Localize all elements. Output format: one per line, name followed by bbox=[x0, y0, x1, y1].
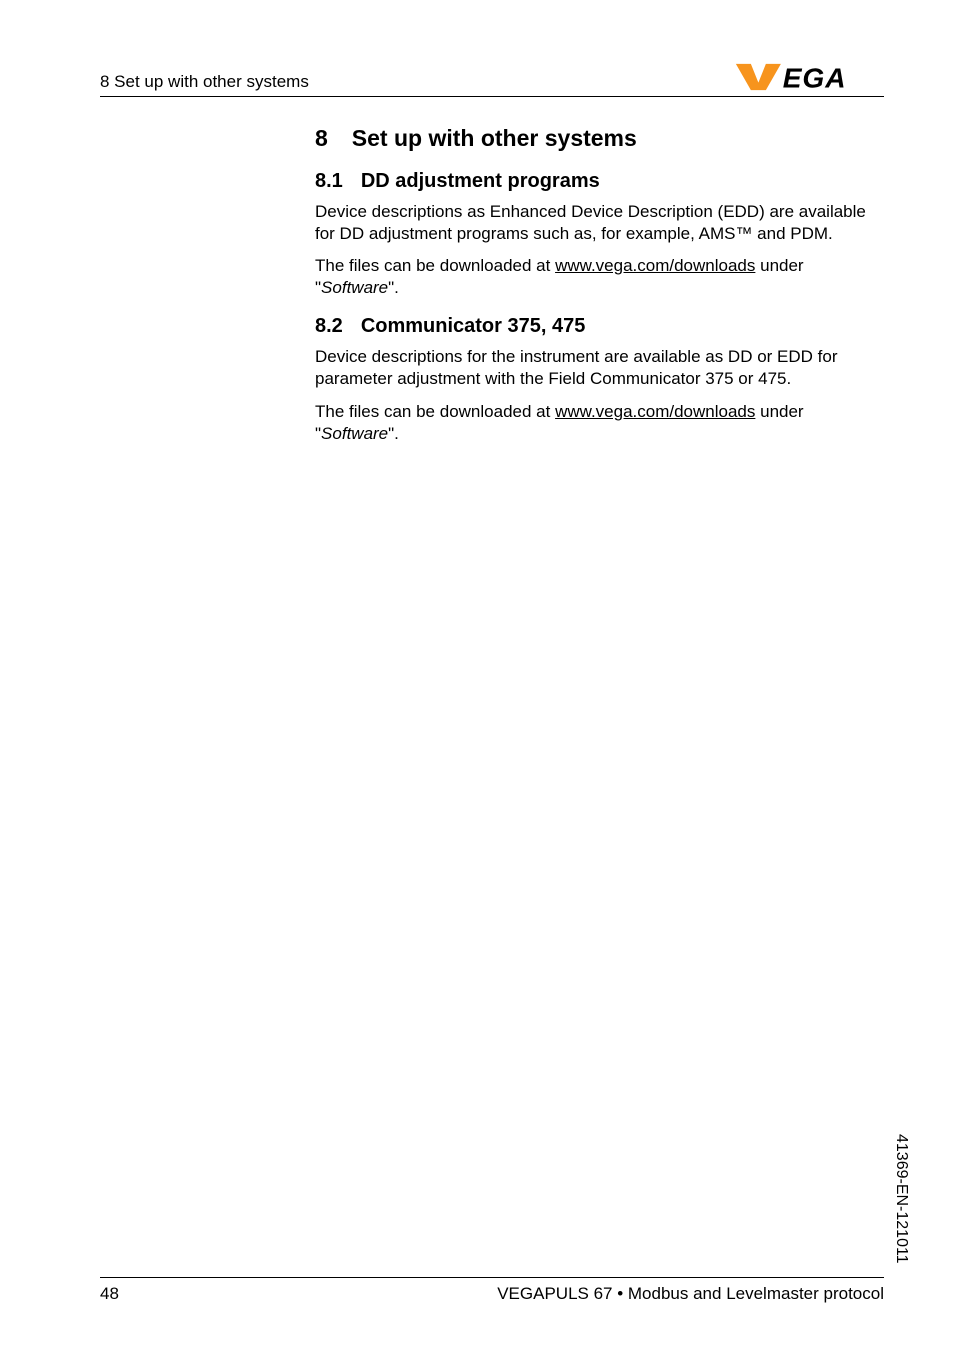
page: 8 Set up with other systems EGA 8 Set up … bbox=[0, 0, 954, 1354]
footer-right-text: VEGAPULS 67 • Modbus and Levelmaster pro… bbox=[497, 1284, 884, 1304]
s82-p2-italic: Software bbox=[321, 424, 388, 443]
subsection-82-title: Communicator 375, 475 bbox=[361, 315, 586, 337]
vega-logo: EGA bbox=[734, 62, 884, 92]
content-area: 8 Set up with other systems 8.1 DD adjustm… bbox=[315, 125, 884, 445]
subsection-81-heading: 8.1 DD adjustment programs bbox=[315, 170, 884, 193]
subsection-81-number: 8.1 bbox=[315, 170, 343, 193]
s82-p2-text-a: The files can be downloaded at bbox=[315, 402, 555, 421]
document-id-vertical: 41369-EN-121011 bbox=[892, 1134, 910, 1264]
s81-download-link[interactable]: www.vega.com/downloads bbox=[555, 256, 755, 275]
page-number: 48 bbox=[100, 1284, 119, 1304]
s82-paragraph-1: Device descriptions for the instrument a… bbox=[315, 346, 884, 390]
section-heading: 8 Set up with other systems bbox=[315, 125, 884, 152]
subsection-81-title: DD adjustment programs bbox=[361, 170, 600, 192]
subsection-82-heading: 8.2 Communicator 375, 475 bbox=[315, 315, 884, 338]
header-left-text: 8 Set up with other systems bbox=[100, 72, 309, 92]
s82-paragraph-2: The files can be downloaded at www.vega.… bbox=[315, 401, 884, 445]
vega-logo-svg: EGA bbox=[734, 62, 884, 92]
section-number: 8 bbox=[315, 125, 328, 152]
s81-p2-text-a: The files can be downloaded at bbox=[315, 256, 555, 275]
section-title: Set up with other systems bbox=[352, 125, 637, 151]
s82-p2-text-c: ". bbox=[388, 424, 399, 443]
page-header: 8 Set up with other systems EGA bbox=[100, 62, 884, 97]
s81-paragraph-1: Device descriptions as Enhanced Device D… bbox=[315, 201, 884, 245]
s81-paragraph-2: The files can be downloaded at www.vega.… bbox=[315, 255, 884, 299]
s82-download-link[interactable]: www.vega.com/downloads bbox=[555, 402, 755, 421]
s81-p2-text-c: ". bbox=[388, 278, 399, 297]
s81-p2-italic: Software bbox=[321, 278, 388, 297]
svg-text:EGA: EGA bbox=[783, 62, 847, 92]
subsection-82-number: 8.2 bbox=[315, 315, 343, 338]
page-footer: 48 VEGAPULS 67 • Modbus and Levelmaster … bbox=[100, 1277, 884, 1304]
